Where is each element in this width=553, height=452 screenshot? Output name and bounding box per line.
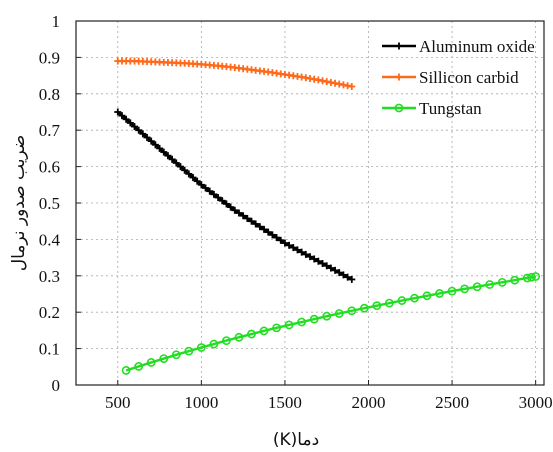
y-axis-ticks: 0 0.1 0.2 0.3 0.4 0.5 0.6 0.7 0.8 0.9 1: [39, 12, 81, 395]
data-marker: [410, 293, 419, 303]
legend-label: Sillicon carbid: [419, 68, 519, 87]
data-marker: [531, 272, 541, 281]
data-marker: [159, 354, 169, 364]
y-tick-label: 0.9: [39, 48, 60, 67]
data-marker: [121, 366, 131, 375]
data-marker: [171, 350, 181, 360]
y-tick-label: 0.5: [39, 194, 60, 213]
x-axis-label: (K)دما: [273, 430, 319, 450]
y-tick-label: 0.4: [39, 230, 61, 249]
series-1: [114, 57, 356, 91]
data-marker: [247, 329, 256, 339]
series-2: [121, 272, 541, 375]
y-tick-label: 0.8: [39, 85, 60, 104]
data-marker: [196, 343, 206, 352]
data-marker: [209, 339, 219, 349]
y-tick-label: 0.3: [39, 267, 60, 286]
data-marker: [460, 284, 470, 294]
series-layer: [114, 57, 541, 375]
x-tick-label: 500: [105, 393, 131, 412]
data-marker: [510, 275, 520, 285]
y-tick-label: 1: [52, 12, 61, 31]
x-tick-label: 1500: [268, 393, 302, 412]
grid-lines: [76, 21, 544, 385]
data-marker: [334, 309, 344, 318]
data-marker: [272, 323, 281, 333]
data-marker: [134, 362, 144, 371]
x-axis-ticks: 500 1000 1500 2000 2500 3000: [105, 380, 553, 412]
data-marker: [497, 277, 507, 287]
data-marker: [359, 303, 369, 313]
x-tick-label: 2500: [435, 393, 469, 412]
data-marker: [472, 282, 482, 292]
x-tick-label: 1000: [184, 393, 218, 412]
data-marker: [146, 358, 156, 367]
data-marker: [485, 280, 495, 289]
data-marker: [422, 291, 432, 301]
data-marker: [527, 272, 536, 282]
data-marker: [435, 289, 444, 298]
data-marker: [259, 326, 269, 336]
data-marker: [347, 306, 357, 316]
data-marker: [284, 320, 294, 330]
data-marker: [384, 298, 394, 308]
legend-label: Aluminum oxide: [419, 37, 535, 56]
data-marker: [322, 311, 332, 321]
y-axis-label: ضریب صدور نرمال: [9, 135, 29, 272]
y-tick-label: 0.6: [39, 158, 60, 177]
y-tick-label: 0.1: [39, 340, 60, 359]
series-0: [114, 108, 356, 283]
data-marker: [184, 346, 194, 356]
legend-item-1: Sillicon carbid: [382, 68, 519, 87]
legend-item-0: Aluminum oxide: [382, 37, 535, 56]
data-marker: [397, 296, 407, 305]
data-marker: [297, 317, 307, 327]
legend: Aluminum oxide Sillicon carbid Tungstan: [382, 37, 535, 118]
legend-item-2: Tungstan: [382, 99, 482, 118]
data-marker: [447, 286, 457, 296]
data-marker: [372, 301, 382, 311]
data-marker: [309, 314, 319, 324]
x-tick-label: 3000: [519, 393, 553, 412]
y-tick-label: 0.7: [39, 121, 61, 140]
y-tick-label: 0: [52, 376, 61, 395]
data-marker: [394, 103, 404, 113]
y-tick-label: 0.2: [39, 303, 60, 322]
data-marker: [234, 332, 244, 342]
data-marker: [222, 336, 231, 345]
data-marker: [522, 273, 532, 283]
x-tick-label: 2000: [352, 393, 386, 412]
legend-label: Tungstan: [419, 99, 482, 118]
